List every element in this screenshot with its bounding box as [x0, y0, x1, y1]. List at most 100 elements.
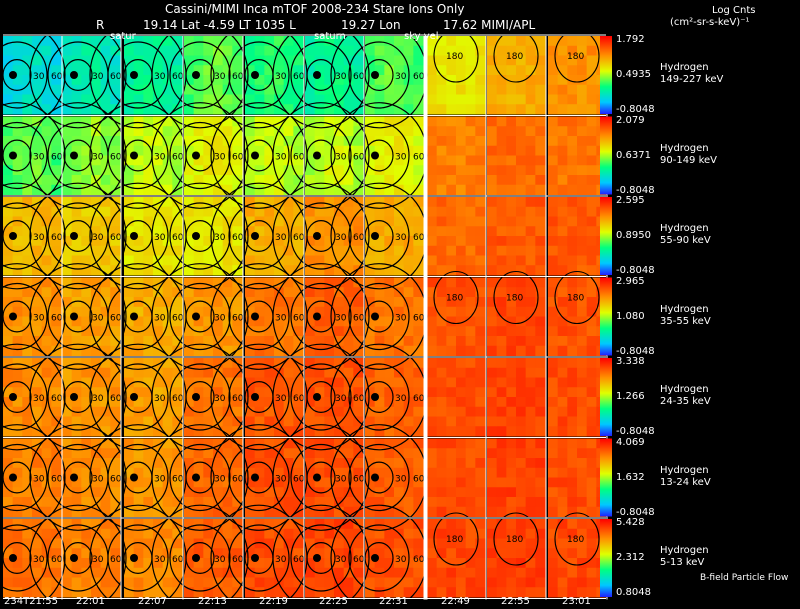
heatmap-cell	[245, 538, 256, 549]
heatmap-cell	[51, 184, 62, 195]
heatmap-cell	[427, 358, 438, 369]
heatmap-cell	[283, 36, 294, 47]
heatmap-cell	[446, 458, 457, 469]
heatmap-cell	[184, 104, 195, 115]
heatmap-cell	[384, 155, 395, 166]
heatmap-cell	[62, 297, 73, 308]
heatmap-cell	[334, 75, 345, 86]
heatmap-cell	[3, 197, 14, 208]
saturn-label-a: satur	[110, 31, 136, 42]
heatmap-cell	[12, 277, 23, 288]
heatmap-cell	[81, 216, 92, 227]
heatmap-cell	[496, 587, 507, 598]
heatmap-cell	[436, 36, 447, 47]
heatmap-cell	[487, 577, 498, 588]
heatmap-cell	[12, 519, 23, 530]
heatmap-cell	[465, 467, 476, 478]
heatmap-cell	[153, 377, 164, 388]
heatmap-cell	[110, 448, 121, 459]
heatmap-cell	[548, 155, 559, 166]
heatmap-cell	[71, 458, 82, 469]
heatmap-cell	[314, 75, 325, 86]
heatmap-cell	[436, 94, 447, 105]
heatmap-cell	[456, 104, 467, 115]
heatmap-cell	[413, 387, 424, 398]
heatmap-cell	[567, 587, 578, 598]
heatmap-cell	[293, 255, 304, 266]
heatmap-cell	[436, 497, 447, 508]
heatmap-cell	[496, 358, 507, 369]
heatmap-cell	[62, 426, 73, 437]
heatmap-cell	[586, 448, 597, 459]
heatmap-cell	[100, 165, 111, 176]
heatmap-cell	[51, 577, 62, 588]
planet-marker	[130, 312, 138, 321]
heatmap-cell	[384, 387, 395, 398]
heatmap-cell	[172, 567, 183, 578]
heatmap-cell	[446, 145, 457, 156]
heatmap-cell	[51, 367, 62, 378]
heatmap-cell	[91, 367, 102, 378]
heatmap-cell	[91, 426, 102, 437]
heatmap-cell	[548, 165, 559, 176]
heatmap-cell	[193, 358, 204, 369]
heatmap-cell	[465, 497, 476, 508]
heatmap-cell	[41, 287, 52, 298]
heatmap-cell	[81, 558, 92, 569]
heatmap-cell	[403, 206, 414, 217]
heatmap-cell	[394, 538, 405, 549]
heatmap-cell	[525, 548, 536, 559]
heatmap-cell	[487, 506, 498, 517]
heatmap-cell	[245, 245, 256, 256]
heatmap-cell	[577, 306, 588, 317]
heatmap-cell	[324, 567, 335, 578]
contour-label: 60	[232, 233, 244, 243]
heatmap-cell	[506, 206, 517, 217]
heatmap-cell	[413, 416, 424, 427]
heatmap-cell	[475, 377, 486, 388]
contour-line	[364, 220, 394, 253]
heatmap-cell	[184, 548, 195, 559]
heatmap-cell	[62, 245, 73, 256]
heatmap-cell	[51, 538, 62, 549]
heatmap-cell	[436, 297, 447, 308]
heatmap-cell	[487, 477, 498, 488]
contour-label: 60	[172, 233, 184, 243]
contour-line	[2, 139, 32, 172]
heatmap-cell	[143, 387, 154, 398]
colorbar	[600, 277, 612, 356]
heatmap-cell	[203, 367, 214, 378]
heatmap-cell	[193, 377, 204, 388]
heatmap-cell	[274, 567, 285, 578]
heatmap-cell	[245, 416, 256, 427]
heatmap-cell	[143, 345, 154, 356]
heatmap-cell	[353, 458, 364, 469]
heatmap-cell	[254, 126, 265, 137]
heatmap-cell	[343, 287, 354, 298]
heatmap-cell	[193, 548, 204, 559]
heatmap-cell	[427, 36, 438, 47]
heatmap-cell	[324, 216, 335, 227]
heatmap-cell	[51, 426, 62, 437]
contour-label: 180	[446, 535, 463, 545]
colorbar	[600, 36, 612, 114]
heatmap-cell	[110, 126, 121, 137]
heatmap-cell	[324, 528, 335, 539]
heatmap-cell	[384, 497, 395, 508]
heatmap-cell	[193, 175, 204, 186]
heatmap-cell	[506, 306, 517, 317]
heatmap-cell	[586, 255, 597, 266]
heatmap-cell	[324, 467, 335, 478]
heatmap-cell	[203, 175, 214, 186]
heatmap-cell	[51, 265, 62, 276]
heatmap-cell	[172, 528, 183, 539]
heatmap-cell	[153, 426, 164, 437]
heatmap-cell	[324, 197, 335, 208]
heatmap-cell	[365, 175, 376, 186]
heatmap-cell	[535, 245, 546, 256]
heatmap-cell	[71, 75, 82, 86]
contour-label: 30	[154, 394, 166, 404]
heatmap-cell	[245, 255, 256, 266]
heatmap-cell	[254, 316, 265, 327]
heatmap-cell	[365, 55, 376, 66]
